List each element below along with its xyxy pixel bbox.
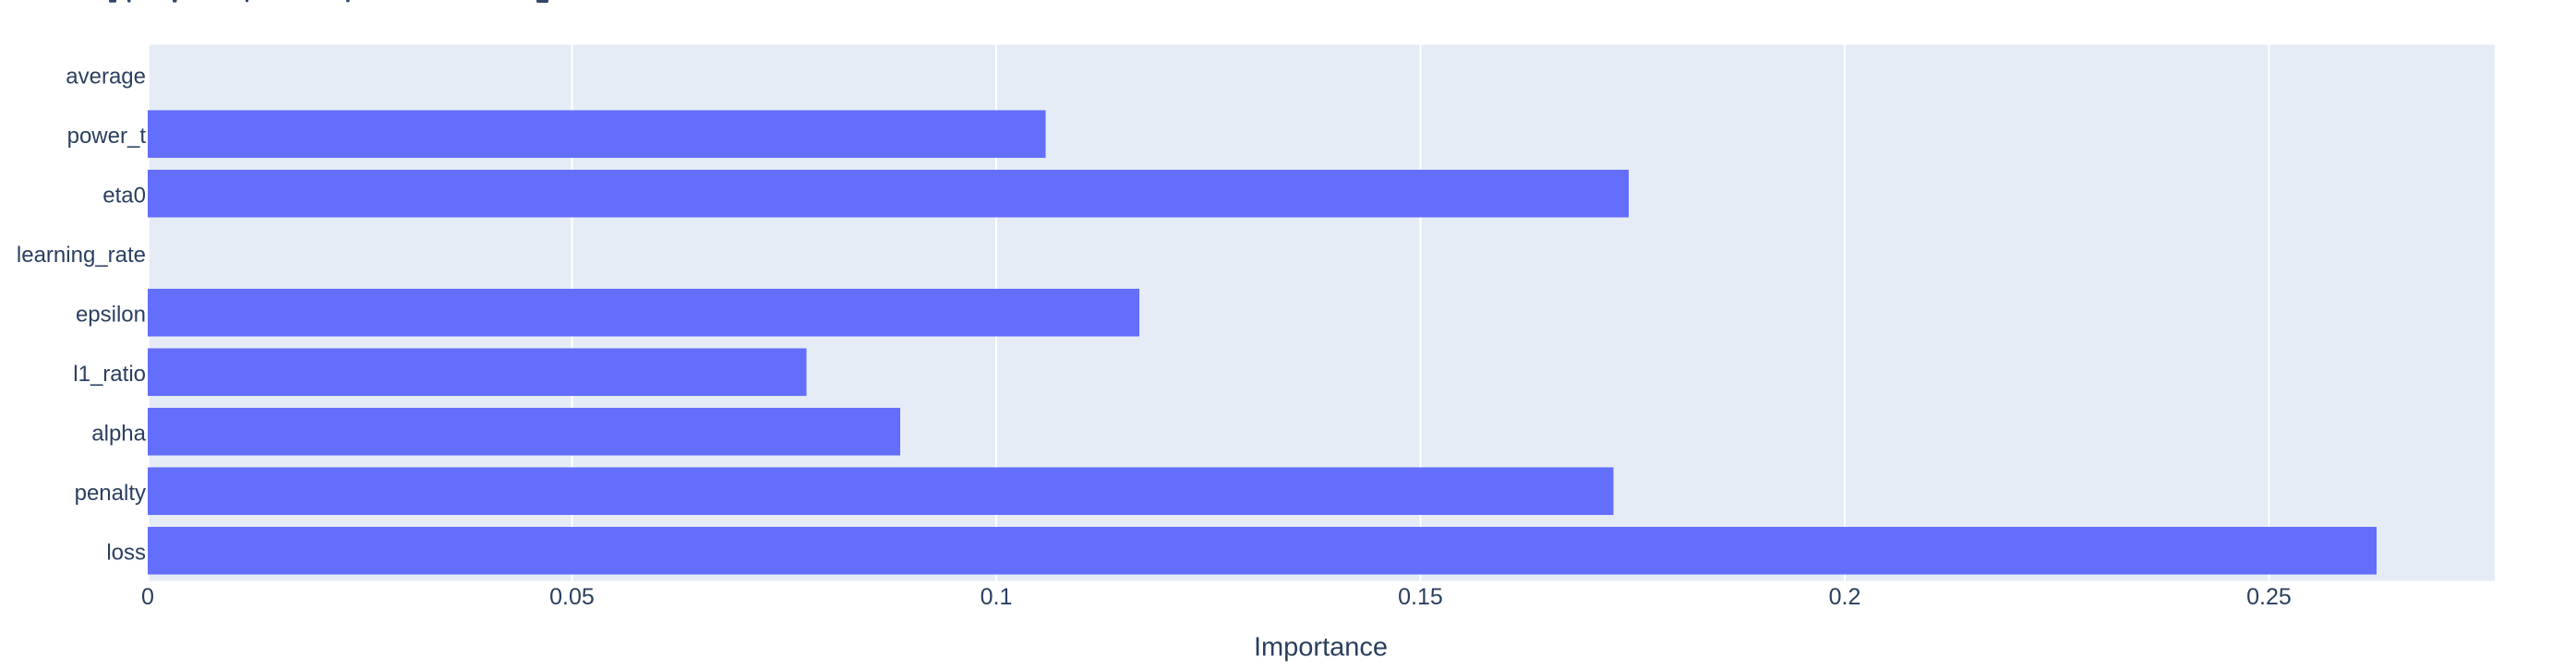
svg-text:Importance: Importance: [1254, 633, 1388, 663]
svg-text:loss: loss: [106, 541, 146, 566]
svg-text:0.1: 0.1: [981, 584, 1013, 610]
svg-text:eta0: eta0: [102, 184, 146, 209]
svg-text:0.15: 0.15: [1398, 584, 1443, 610]
svg-text:epsilon: epsilon: [76, 303, 146, 328]
svg-text:average: average: [66, 65, 146, 90]
svg-text:0.25: 0.25: [2246, 584, 2292, 610]
svg-text:0: 0: [141, 584, 154, 610]
svg-text:alpha: alpha: [91, 422, 146, 447]
svg-text:0.05: 0.05: [549, 584, 595, 610]
svg-text:penalty: penalty: [75, 481, 146, 506]
svg-text:l1_ratio: l1_ratio: [73, 362, 146, 387]
svg-text:learning_rate: learning_rate: [17, 243, 146, 268]
svg-text:0.2: 0.2: [1829, 584, 1861, 610]
svg-text:power_t: power_t: [67, 124, 147, 149]
